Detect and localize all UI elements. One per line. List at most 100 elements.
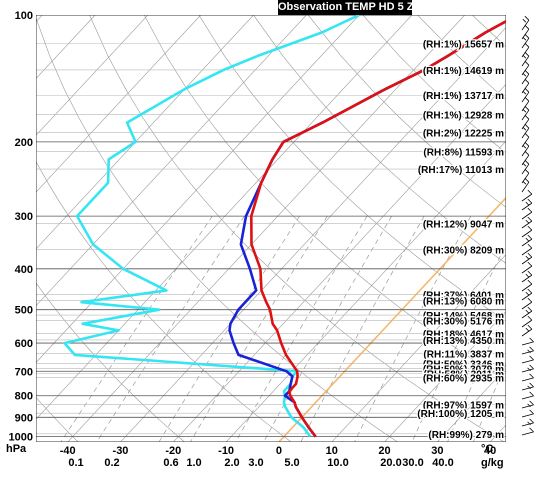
dew-point-line	[63, 15, 360, 438]
dry-adiabat	[36, 17, 399, 442]
mixing-ratio-line	[411, 244, 506, 442]
temperature-tick-label: -40	[60, 445, 76, 457]
mixing-ratio-line	[354, 215, 472, 442]
mixing-ratio-line	[300, 215, 425, 442]
pressure-tick-label: 800	[15, 391, 33, 403]
isotherm	[36, 15, 413, 420]
wind-barb	[521, 315, 533, 328]
wind-barb	[521, 252, 533, 265]
dry-adiabat	[307, 15, 506, 208]
wind-barb	[521, 391, 534, 400]
temperature-tick-label: -30	[113, 445, 129, 457]
isotherm	[436, 367, 506, 442]
mixing-ratio-tick-label: 30.0	[402, 457, 423, 469]
pressure-tick-label: 100	[15, 10, 33, 22]
level-annotation: (RH:11%) 3837 m	[423, 349, 504, 360]
wind-barb	[521, 207, 533, 220]
wind-barb	[521, 373, 534, 382]
wind-barb	[521, 297, 533, 310]
level-annotation: (RH:12%) 9047 m	[423, 219, 504, 230]
mixing-ratio-tick-label: 3.0	[248, 457, 263, 469]
level-annotation: (RH:58%) 3011 m	[423, 369, 504, 380]
isotherm	[172, 83, 506, 442]
mixing-ratio-tick-label: 1.0	[186, 457, 201, 469]
wind-barb	[521, 409, 534, 418]
zero-isotherm	[277, 196, 506, 442]
wind-barb	[521, 225, 533, 238]
dry-adiabat	[89, 15, 505, 442]
dry-adiabat	[143, 15, 506, 382]
temperature-tick-label: -20	[165, 445, 181, 457]
wind-barb	[521, 279, 533, 292]
chart-title: Observation TEMP HD 5 Z	[278, 0, 412, 15]
wind-barb	[521, 288, 533, 301]
mixing-ratio-line	[96, 215, 245, 442]
level-annotation: (RH:50%) 3346 m	[423, 359, 504, 370]
temperature-tick-label: 10	[326, 445, 338, 457]
level-annotation: (RH:2%) 12225 m	[423, 129, 504, 140]
wind-barb	[521, 216, 533, 229]
mixing-ratio-line	[60, 215, 213, 442]
wind-barb	[521, 51, 530, 67]
dry-adiabat	[198, 15, 506, 322]
level-annotation: (RH:100%) 1205 m	[417, 409, 504, 420]
dry-adiabat	[527, 15, 540, 446]
level-annotation: (RH:17%) 11013 m	[418, 165, 504, 176]
mixing-ratio-tick-label: 10.0	[327, 457, 348, 469]
pressure-tick-label: 600	[15, 338, 33, 350]
mixing-ratio-tick-labels: 0.1 0.2 0.6 1.0 2.0 3.0 5.0 10.0 20.0 30.0 40.0	[68, 457, 453, 469]
temperature-tick-label: 20	[378, 445, 390, 457]
dry-adiabat	[36, 282, 186, 442]
pressure-tick-label: 1000	[9, 432, 33, 444]
level-annotation: (RH:1%) 12928 m	[423, 110, 504, 121]
dry-adiabat	[36, 396, 79, 442]
level-annotations: (RH:1%) 15657 m (RH:1%) 14619 m (RH:1%) 13…	[416, 38, 505, 442]
wind-barb	[521, 261, 533, 274]
isotherm	[36, 15, 307, 307]
level-annotation: (RH:37%) 6401 m	[423, 290, 504, 301]
mixing-ratio-line	[235, 215, 368, 442]
isotherm	[36, 15, 360, 363]
level-annotation: (RH:97%) 1597 m	[423, 401, 504, 412]
pressure-tick-label: 700	[15, 366, 33, 378]
mixing-ratio-tick-label: 20.0	[380, 457, 401, 469]
mixing-ratio-tick-label: 0.6	[163, 457, 178, 469]
mixing-ratio-line	[263, 215, 393, 442]
wind-barb	[521, 69, 530, 85]
pressure-tick-labels: 100 200 300 400 500 600 700 800 900 1000	[9, 10, 33, 444]
wind-barb	[521, 234, 533, 247]
wind-barb	[521, 382, 534, 391]
wind-barb	[521, 400, 534, 409]
pressure-tick-label: 300	[15, 211, 33, 223]
isotherm	[36, 15, 96, 80]
wind-barb	[521, 189, 533, 202]
background-grid	[36, 15, 540, 446]
wind-barb	[521, 270, 533, 283]
level-annotation: (RH:30%) 8209 m	[423, 246, 504, 257]
wind-barb	[521, 177, 530, 193]
pressure-tick-label: 900	[15, 412, 33, 424]
wind-barb	[521, 15, 530, 31]
level-annotation: (RH:30%) 5176 m	[423, 316, 504, 327]
mixing-ratio-axis-label: g/kg	[481, 457, 504, 469]
mixing-ratio-tick-label: 2.0	[224, 457, 239, 469]
level-annotation: (RH:1%) 14619 m	[423, 66, 504, 77]
isotherm	[36, 15, 149, 136]
temperature-tick-labels: -40 -30 -20 -10 0 10 20 30 40	[60, 445, 497, 457]
wind-barbs	[521, 15, 534, 436]
level-annotation: (RH:60%) 2935 m	[423, 374, 504, 385]
sounding-series	[63, 15, 506, 438]
isotherm	[36, 15, 201, 193]
wind-barb	[521, 324, 533, 337]
wind-barb	[521, 243, 533, 256]
isotherm	[67, 15, 466, 442]
temperature-axis-label: °C	[481, 443, 493, 455]
pressure-tick-label: 400	[15, 264, 33, 276]
isotherm	[331, 254, 506, 442]
wind-barb	[521, 346, 534, 355]
temperature-tick-label: 40	[484, 445, 496, 457]
level-annotation: (RH:13%) 4350 m	[423, 336, 504, 347]
wind-barb	[521, 198, 533, 211]
level-annotation: (RH:99%) 279 m	[428, 430, 504, 441]
